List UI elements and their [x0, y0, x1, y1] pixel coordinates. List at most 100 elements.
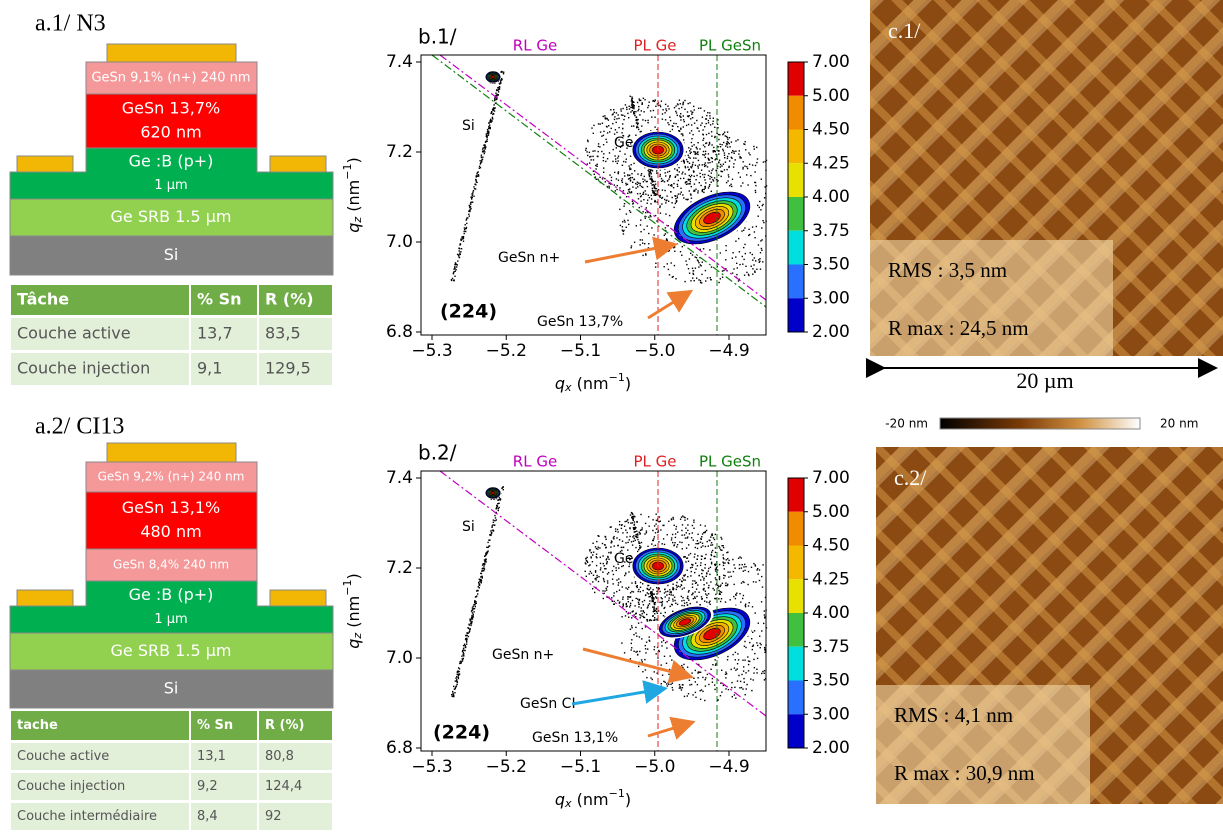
scatter-dot	[712, 180, 715, 182]
panel-label: c.2/	[894, 465, 927, 490]
scatter-dot	[495, 94, 498, 97]
scatter-dot	[743, 645, 746, 647]
scatter-dot	[753, 562, 755, 565]
scatter-dot	[638, 108, 640, 110]
scatter-dot	[692, 161, 694, 164]
scatter-dot	[612, 537, 615, 539]
scatter-dot	[592, 588, 594, 590]
scatter-dot	[705, 677, 707, 679]
scatter-dot	[607, 582, 609, 584]
scatter-dot	[704, 150, 707, 153]
scatter-dot	[475, 176, 477, 178]
scatter-dot	[695, 562, 697, 564]
scatter-dot	[653, 194, 655, 196]
axis-superscript: −1	[341, 164, 354, 180]
scatter-dot	[743, 246, 745, 249]
scatter-dot	[631, 176, 634, 179]
scatter-dot	[648, 196, 651, 199]
scatter-dot	[735, 594, 737, 596]
colorbar-segment	[788, 613, 804, 647]
scatter-dot	[457, 677, 460, 680]
scatter-dot	[681, 173, 683, 175]
scatter-dot	[685, 124, 688, 127]
scatter-dot	[605, 538, 607, 540]
scatter-dot	[627, 188, 630, 191]
afm-image: c.1/RMS : 3,5 nmR max : 24,5 nm	[870, 0, 1223, 356]
scatter-dot	[654, 116, 656, 118]
scatter-dot	[468, 215, 470, 217]
scatter-dot	[687, 154, 689, 156]
scatter-dot	[458, 668, 461, 670]
scatter-dot	[659, 205, 661, 207]
scatter-dot	[709, 115, 711, 117]
scatter-dot	[706, 596, 708, 599]
scatter-dot	[651, 678, 653, 681]
scatter-dot	[622, 134, 624, 137]
scatter-dot	[671, 196, 673, 199]
scatter-dot	[486, 131, 489, 133]
scatter-dot	[719, 252, 721, 254]
scatter-dot	[743, 681, 745, 683]
scatter-dot	[704, 563, 706, 566]
scatter-dot	[679, 251, 682, 253]
scatter-dot	[639, 244, 641, 246]
scatter-dot	[690, 252, 692, 254]
scatter-dot	[678, 99, 681, 101]
scatter-dot	[635, 626, 637, 629]
scatter-dot	[642, 610, 645, 613]
scatter-dot	[618, 520, 621, 523]
scatter-dot	[737, 557, 740, 559]
scatter-dot	[664, 596, 666, 598]
scatter-dot	[727, 558, 729, 560]
scatter-dot	[753, 264, 755, 266]
scatter-dot	[605, 547, 607, 549]
scatter-dot	[700, 169, 703, 171]
scatter-dot	[665, 175, 667, 177]
scatter-dot	[658, 610, 660, 612]
scatter-dot	[699, 541, 702, 543]
scatter-dot	[629, 177, 631, 180]
contour	[703, 211, 721, 225]
scatter-dot	[728, 153, 730, 155]
scatter-dot	[678, 684, 681, 686]
scatter-dot	[457, 255, 460, 257]
scatter-dot	[615, 158, 617, 160]
scatter-dot	[694, 546, 696, 549]
scatter-dot	[465, 226, 468, 229]
scatter-dot	[621, 524, 623, 526]
scatter-dot	[674, 536, 677, 539]
scatter-dot	[658, 649, 660, 652]
afm-overlay	[876, 685, 1090, 804]
scatter-dot	[715, 584, 717, 586]
scatter-dot	[733, 152, 735, 154]
scatter-dot	[645, 254, 647, 256]
scatter-dot	[701, 533, 704, 535]
scatter-dot	[719, 600, 722, 603]
scatter-dot	[658, 541, 660, 543]
scatter-dot	[684, 519, 686, 521]
scatter-dot	[687, 529, 689, 532]
scatter-dot	[709, 558, 712, 560]
scatter-dot	[489, 121, 491, 123]
scatter-dot	[689, 193, 692, 195]
scatter-dot	[666, 180, 669, 182]
scatter-dot	[656, 170, 658, 172]
scatter-dot	[603, 565, 605, 567]
scatter-dot	[472, 609, 474, 611]
scatter-dot	[629, 604, 632, 606]
scatter-dot	[620, 108, 622, 110]
scatter-dot	[754, 271, 756, 273]
scatter-dot	[757, 622, 759, 624]
scatter-dot	[676, 114, 678, 117]
scatter-dot	[602, 590, 604, 592]
scatter-dot	[624, 561, 626, 563]
scatter-dot	[647, 211, 649, 214]
scatter-dot	[738, 674, 740, 677]
scatter-dot	[481, 160, 483, 163]
scatter-dot	[460, 660, 462, 662]
scatter-dot	[709, 603, 711, 605]
scatter-dot	[706, 582, 708, 584]
scatter-dot	[471, 620, 473, 623]
scatter-dot	[720, 536, 722, 539]
scatter-dot	[676, 581, 678, 584]
